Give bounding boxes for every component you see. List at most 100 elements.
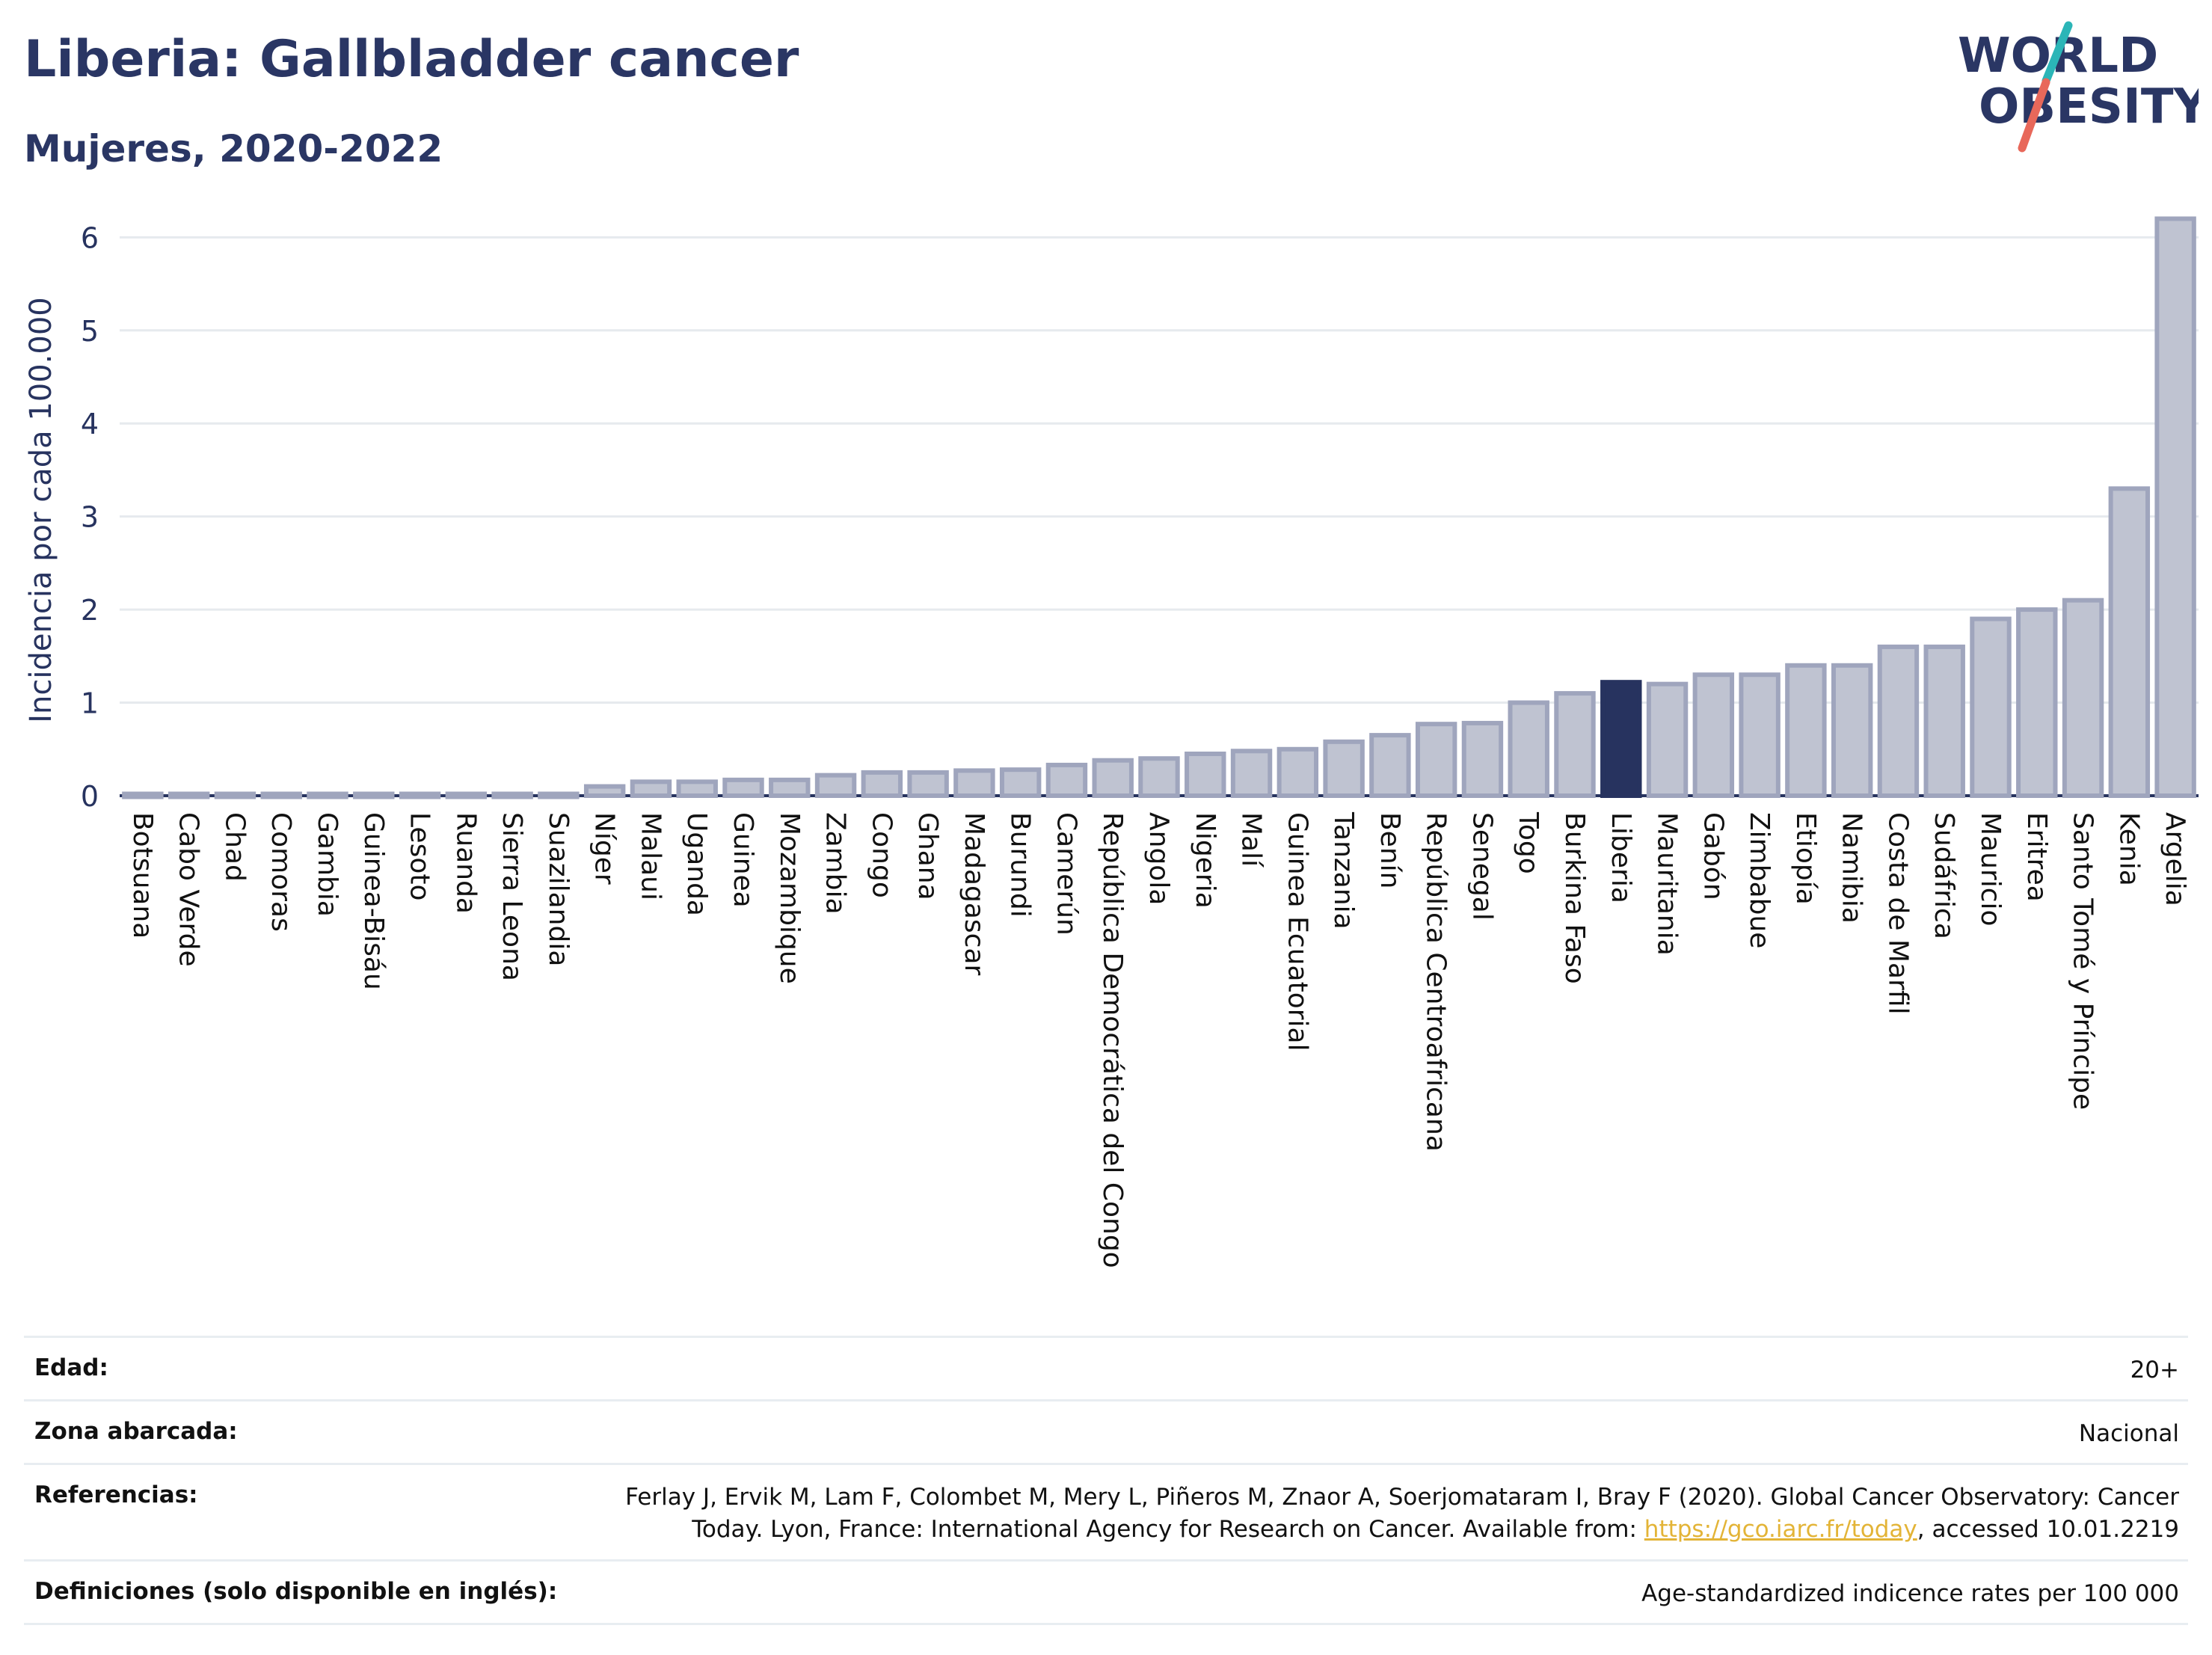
row-zona: Zona abarcada: Nacional [24, 1399, 2188, 1463]
x-tick-label: Sudáfrica [1929, 812, 1959, 939]
x-tick-label: Suazilandia [543, 812, 574, 966]
row-definiciones-key: Definiciones (solo disponible en inglés)… [34, 1578, 558, 1605]
y-tick-label: 5 [81, 315, 99, 348]
y-tick-labels: 0 1 2 3 4 5 6 [81, 221, 99, 813]
bar-argelia[interactable] [2154, 216, 2196, 798]
x-tick-labels: Botsuana Cabo Verde Chad Comoras Gambia Guine… [127, 811, 2190, 1268]
x-tick-label: Congo [866, 812, 897, 898]
row-referencias: Referencias: Ferlay J, Ervik M, Lam F, C… [24, 1463, 2188, 1559]
bar-gab-n[interactable] [1692, 672, 1735, 798]
x-tick-label: Mauricio [1975, 812, 2006, 927]
x-tick-label: Malí [1236, 812, 1267, 868]
bar-madagascar[interactable] [953, 768, 995, 799]
bar-n-ger[interactable] [583, 784, 626, 798]
chart-title: Liberia: Gallbladder cancer [24, 30, 799, 89]
x-tick-label: Cabo Verde [173, 812, 204, 967]
bar-burundi[interactable] [999, 767, 1042, 799]
bar-gambia[interactable] [307, 791, 348, 799]
logo-slash-bottom [2018, 78, 2050, 153]
x-tick-label: Namibia [1837, 812, 1867, 924]
bar-malaui[interactable] [630, 779, 672, 798]
x-tick-label: Níger [589, 812, 620, 885]
chart-subtitle: Mujeres, 2020-2022 [24, 127, 443, 171]
bar-mal-[interactable] [1230, 749, 1273, 798]
reference-line-1: Ferlay J, Ervik M, Lam F, Colombet M, Me… [625, 1484, 2179, 1511]
bar-camer-n[interactable] [1045, 762, 1088, 799]
bar-lesoto[interactable] [399, 791, 441, 799]
bar-santo-tom-y-pr-ncipe[interactable] [2062, 598, 2104, 799]
bar-ruanda[interactable] [445, 791, 488, 799]
x-tick-label: Botsuana [127, 812, 158, 939]
bar-uganda[interactable] [676, 779, 718, 798]
x-tick-label: Zimbabue [1744, 812, 1775, 948]
y-axis-label: Incidencia por cada 100.000 [24, 297, 58, 723]
x-tick-label: Camerún [1051, 812, 1081, 936]
x-tick-label: Burkina Faso [1559, 812, 1590, 984]
x-tick-label: Burundi [1005, 812, 1036, 918]
row-referencias-key: Referencias: [34, 1481, 198, 1508]
x-tick-label: Angola [1143, 812, 1174, 905]
row-zona-value: Nacional [2078, 1420, 2179, 1447]
x-tick-label: Mauritania [1652, 812, 1683, 956]
bar-chart: 0 1 2 3 4 5 6 Botsuana Cabo Verde Chad Comoras Gam… [24, 216, 2199, 1268]
bar-zimbabue[interactable] [1739, 672, 1781, 798]
bar-ghana[interactable] [907, 770, 949, 799]
x-tick-label: Nigeria [1190, 812, 1220, 909]
bar-rep-blica-democr-tica-del-congo[interactable] [1092, 758, 1134, 799]
bar-togo[interactable] [1508, 700, 1549, 798]
bar-etiop-a[interactable] [1785, 663, 1827, 798]
x-tick-label: Ruanda [450, 812, 481, 914]
info-table: Edad: 20+ Zona abarcada: Nacional Refere… [24, 1336, 2188, 1625]
x-tick-label: Liberia [1606, 812, 1636, 903]
bar-eritrea[interactable] [2016, 607, 2058, 798]
row-edad-key: Edad: [34, 1354, 108, 1381]
bar-sierra-leona[interactable] [491, 791, 533, 799]
x-tick-label: Chad [219, 812, 250, 882]
bar-mauricio[interactable] [1970, 616, 2012, 798]
bar-angola[interactable] [1138, 756, 1180, 799]
y-tick-label: 1 [81, 687, 99, 720]
x-tick-label: Guinea-Bisáu [358, 812, 389, 990]
row-zona-key: Zona abarcada: [34, 1418, 238, 1445]
bar-burkina-faso[interactable] [1554, 691, 1596, 798]
bar-guinea-bis-u[interactable] [353, 791, 395, 799]
x-tick-label: Zambia [820, 812, 851, 915]
bar-liberia[interactable] [1600, 680, 1642, 799]
bar-costa-de-marfil[interactable] [1877, 644, 1920, 799]
x-tick-label: Malaui [635, 812, 666, 900]
bar-kenia[interactable] [2108, 486, 2151, 798]
bar-nigeria[interactable] [1185, 752, 1226, 798]
bar-tanzania[interactable] [1323, 739, 1365, 798]
row-edad-value: 20+ [2130, 1357, 2179, 1384]
x-tick-label: Senegal [1466, 812, 1497, 921]
bar-zambia[interactable] [814, 773, 857, 798]
bar-chad[interactable] [214, 791, 256, 799]
bar-botsuana[interactable] [122, 791, 164, 799]
bar-namibia[interactable] [1831, 663, 1873, 798]
x-tick-label: Ghana [912, 812, 943, 900]
bar-congo[interactable] [861, 770, 903, 799]
bar-guinea-ecuatorial[interactable] [1276, 746, 1319, 798]
reference-link[interactable]: https://gco.iarc.fr/today [1644, 1516, 1917, 1543]
y-tick-label: 6 [81, 221, 99, 254]
bar-mozambique[interactable] [769, 777, 811, 798]
bar-cabo-verde[interactable] [168, 791, 210, 799]
bars [122, 216, 2196, 799]
bar-guinea[interactable] [722, 777, 764, 798]
x-tick-label: Gabón [1698, 812, 1728, 900]
x-tick-label: Benín [1374, 812, 1405, 888]
x-tick-label: Uganda [681, 812, 712, 916]
bar-rep-blica-centroafricana[interactable] [1415, 722, 1457, 799]
x-tick-label: Costa de Marfil [1882, 812, 1913, 1015]
bar-sud-frica[interactable] [1923, 644, 1965, 799]
bar-senegal[interactable] [1461, 720, 1504, 799]
bar-comoras[interactable] [260, 791, 302, 799]
bar-suazilandia[interactable] [538, 791, 580, 799]
bar-mauritania[interactable] [1646, 681, 1689, 799]
logo-slash-top [2042, 21, 2073, 85]
row-definiciones: Definiciones (solo disponible en inglés)… [24, 1559, 2188, 1625]
x-tick-label: Tanzania [1328, 811, 1359, 930]
x-tick-label: Lesoto [405, 812, 435, 901]
bar-ben-n[interactable] [1369, 733, 1411, 798]
x-tick-label: Guinea [728, 812, 758, 908]
